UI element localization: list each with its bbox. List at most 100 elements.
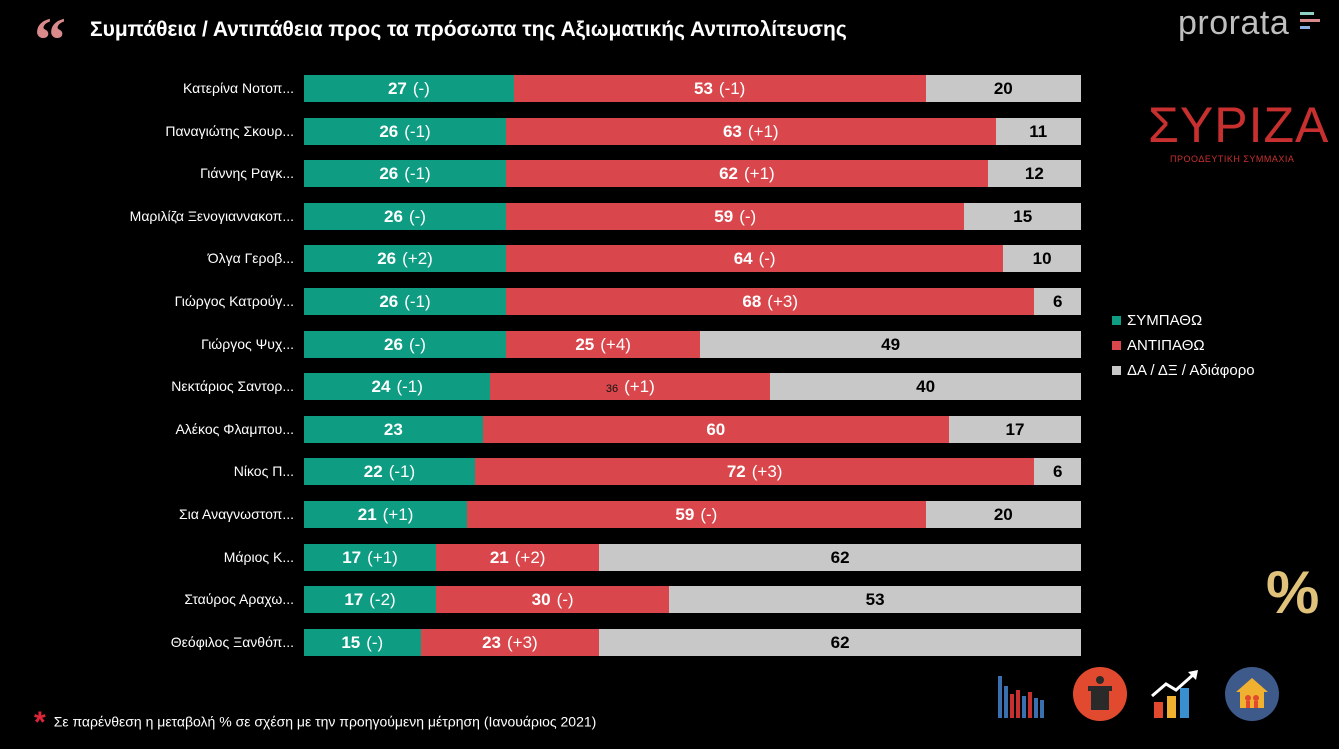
data-label-antipatho: 30 (-): [436, 586, 669, 613]
data-change: (-): [408, 334, 426, 354]
data-value: 30: [531, 590, 551, 610]
data-value: 21: [357, 505, 377, 524]
quote-mark-icon: “: [34, 4, 66, 75]
bar-antipatho: [420, 628, 600, 656]
legend-swatch-sympatho: [1112, 316, 1121, 325]
data-label-other: 6: [1034, 458, 1081, 485]
data-label-antipatho: 72 (+3): [475, 458, 1034, 485]
data-change: (-2): [369, 590, 396, 610]
data-value: 59: [714, 206, 734, 226]
percent-icon: %: [1266, 559, 1320, 626]
data-change: (+1): [382, 505, 414, 524]
bar-antipatho: [506, 330, 701, 358]
party-logo: ΣΥΡΙΖΑ ΠΡΟΟΔΕΥΤΙΚΗ ΣΥΜΜΑΧΙΑ: [1148, 100, 1328, 164]
data-label-other: 40: [770, 373, 1081, 400]
data-value: 25: [575, 334, 595, 354]
data-change: (-): [758, 249, 776, 269]
data-label-other: 6: [1034, 288, 1081, 315]
growth-chart-icon[interactable]: [1148, 666, 1204, 722]
bar-sympatho: [304, 75, 514, 102]
bar-other: [1034, 288, 1081, 315]
data-value: 36: [605, 383, 619, 396]
chart-title: Συμπάθεια / Αντιπάθεια προς τα πρόσωπα τ…: [90, 18, 847, 41]
data-label-other: 12: [988, 160, 1081, 187]
data-value: 22: [363, 462, 383, 482]
data-change: (-): [739, 206, 757, 226]
podium-speaker-icon[interactable]: [1072, 666, 1128, 722]
bar-sympatho: [304, 117, 507, 145]
bar-other: [925, 501, 1081, 528]
data-value: 63: [722, 121, 742, 141]
data-change: (-): [700, 505, 718, 524]
data-label-antipatho: 53 (-1): [514, 75, 926, 102]
data-value: 72: [726, 462, 746, 482]
chart-legend: ΣΥΜΠΑΘΩ ΑΝΤΙΠΑΘΩ ΔΑ / ΔΞ / Αδιάφορο: [1112, 308, 1255, 383]
legend-label-antipatho: ΑΝΤΙΠΑΘΩ: [1127, 337, 1205, 354]
bar-other: [1003, 245, 1081, 273]
bar-antipatho: [436, 543, 600, 571]
data-label-sympatho: 26 (-1): [304, 288, 506, 315]
data-change: (-1): [404, 164, 431, 184]
data-change: (-1): [396, 377, 423, 397]
bar-other: [925, 75, 1081, 102]
data-change: (+3): [751, 462, 783, 482]
data-value: 17: [342, 547, 362, 567]
data-value: 24: [371, 377, 391, 397]
data-value: 26: [379, 292, 399, 311]
data-label-antipatho: 68 (+3): [506, 288, 1034, 315]
data-label-antipatho: 23 (+3): [421, 629, 600, 656]
bar-stats-icon[interactable]: [994, 666, 1050, 722]
bar-other: [770, 373, 1081, 401]
data-value: 64: [733, 249, 753, 269]
data-value: 26: [377, 249, 397, 269]
legend-item-sympatho: ΣΥΜΠΑΘΩ: [1112, 308, 1255, 333]
bar-sympatho: [304, 202, 507, 230]
data-change: (+1): [624, 377, 655, 397]
bar-other: [700, 330, 1081, 358]
bar-other: [995, 117, 1081, 145]
bar-antipatho: [474, 458, 1035, 486]
data-change: (-): [408, 206, 426, 226]
data-label-antipatho: 36 (+1): [490, 373, 770, 400]
bar-sympatho: [304, 373, 491, 401]
data-value: 53: [865, 590, 885, 610]
data-label-sympatho: 17 (-2): [304, 586, 436, 613]
data-value: 10: [1032, 249, 1052, 269]
data-label-other: 62: [599, 544, 1081, 571]
data-value: 68: [742, 292, 762, 311]
row-label: Μαριλίζα Ξενογιαννακοπ...: [129, 207, 294, 224]
data-value: 11: [1029, 121, 1048, 141]
data-value: 60: [706, 419, 726, 439]
row-label: Σια Αναγνωστοπ...: [179, 506, 294, 522]
data-change: (+2): [402, 249, 433, 269]
data-value: 62: [719, 164, 738, 184]
data-value: 21: [489, 547, 509, 567]
bar-other: [599, 543, 1081, 571]
bar-antipatho: [513, 75, 926, 102]
bar-antipatho: [506, 160, 988, 188]
asterisk-icon: *: [34, 706, 46, 739]
row-label: Γιώργος Κατρούγ...: [174, 293, 294, 309]
bar-antipatho: [482, 415, 949, 443]
bar-other: [948, 415, 1081, 443]
data-value: 62: [830, 632, 850, 652]
data-value: 20: [993, 505, 1013, 524]
data-value: 26: [379, 121, 399, 141]
data-value: 23: [482, 632, 501, 652]
bar-sympatho: [304, 330, 507, 358]
data-value: 6: [1052, 462, 1063, 482]
data-label-sympatho: 26 (+2): [304, 245, 506, 272]
bar-other: [669, 586, 1081, 614]
bar-sympatho: [304, 288, 507, 315]
data-value: 17: [344, 590, 364, 610]
data-value: 26: [384, 206, 403, 226]
data-label-sympatho: 23: [304, 416, 483, 443]
family-home-icon[interactable]: [1224, 666, 1280, 722]
data-change: (+3): [507, 632, 538, 652]
bar-other: [1034, 458, 1081, 486]
data-label-other: 49: [700, 331, 1081, 358]
data-label-antipatho: 59 (-): [467, 501, 925, 528]
data-label-other: 10: [1003, 245, 1081, 272]
data-label-antipatho: 63 (+1): [506, 118, 996, 145]
